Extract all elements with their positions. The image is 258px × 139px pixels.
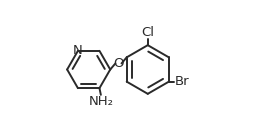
Text: N: N bbox=[72, 44, 82, 57]
Text: NH₂: NH₂ bbox=[88, 95, 113, 108]
Text: O: O bbox=[113, 57, 124, 70]
Text: Br: Br bbox=[174, 75, 189, 88]
Text: Cl: Cl bbox=[141, 25, 154, 39]
